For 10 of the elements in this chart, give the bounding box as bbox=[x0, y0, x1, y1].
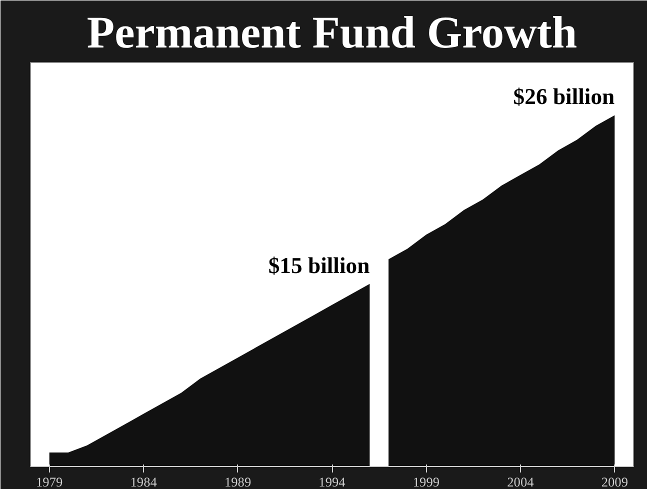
x-tick-label: 1984 bbox=[130, 474, 158, 489]
chart-title: Permanent Fund Growth bbox=[86, 8, 578, 58]
annotation: $26 billion bbox=[513, 84, 616, 110]
x-tick-label: 2009 bbox=[601, 474, 628, 489]
annotation: $15 billion bbox=[268, 252, 370, 278]
x-tick-label: 1979 bbox=[36, 474, 64, 489]
x-tick-label: 1994 bbox=[318, 474, 346, 489]
x-tick-label: 1989 bbox=[224, 474, 252, 489]
x-tick-label: 2004 bbox=[507, 474, 534, 489]
x-tick-label: 1999 bbox=[412, 474, 440, 489]
